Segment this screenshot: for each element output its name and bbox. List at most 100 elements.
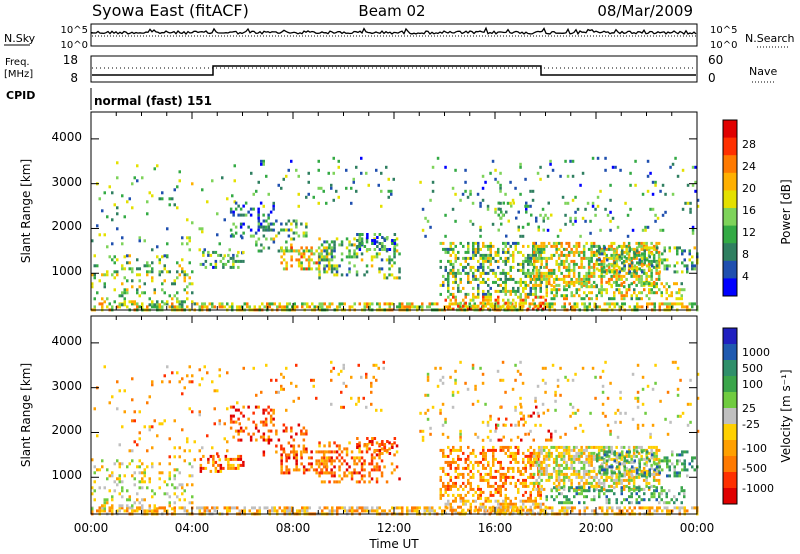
echo-cell <box>426 219 430 223</box>
echo-cell <box>204 259 208 263</box>
echo-cell <box>238 422 241 426</box>
echo-cell <box>242 222 245 226</box>
echo-cell <box>452 448 455 452</box>
echo-cell <box>232 213 235 217</box>
echo-cell <box>660 492 663 496</box>
echo-cell <box>131 449 134 453</box>
echo-cell <box>529 445 532 449</box>
echo-cell <box>323 450 326 454</box>
echo-cell <box>477 292 480 296</box>
echo-cell <box>252 411 255 415</box>
echo-cell <box>573 495 576 499</box>
echo-cell <box>388 273 391 277</box>
echo-cell <box>598 288 601 292</box>
echo-cell <box>648 288 651 292</box>
echo-cell <box>113 462 116 466</box>
echo-cell <box>555 259 558 263</box>
echo-cell <box>178 471 181 475</box>
echo-cell <box>287 456 291 460</box>
echo-cell <box>449 463 452 467</box>
echo-cell <box>178 273 181 277</box>
echo-cell <box>683 509 686 513</box>
echo-cell <box>161 422 164 426</box>
echo-cell <box>146 261 149 265</box>
echo-cell <box>366 305 369 309</box>
echo-cell <box>305 432 308 436</box>
echo-cell <box>121 267 124 271</box>
echo-cell <box>597 448 601 452</box>
echo-cell <box>686 450 689 454</box>
echo-cell <box>487 472 490 476</box>
echo-cell <box>191 495 194 499</box>
echo-cell <box>482 256 485 260</box>
echo-cell <box>321 305 324 309</box>
echo-cell <box>257 219 261 223</box>
echo-cell <box>464 295 467 299</box>
echo-cell <box>567 454 571 458</box>
echo-cell <box>168 474 171 478</box>
echo-cell <box>178 498 181 502</box>
echo-cell <box>131 504 134 508</box>
echo-cell <box>641 506 644 510</box>
echo-cell <box>615 274 618 278</box>
echo-cell <box>562 466 566 470</box>
echo-cell <box>472 448 475 452</box>
echo-cell <box>580 445 583 449</box>
echo-cell <box>342 381 345 385</box>
echo-cell <box>580 451 583 455</box>
echo-cell <box>325 252 329 256</box>
echo-cell <box>615 271 618 275</box>
echo-cell <box>207 460 210 464</box>
echo-cell <box>452 274 455 278</box>
echo-cell <box>592 262 596 266</box>
echo-cell <box>488 506 491 510</box>
echo-cell <box>163 509 166 513</box>
echo-cell <box>128 506 131 510</box>
echo-cell <box>462 244 465 248</box>
echo-cell <box>118 294 121 298</box>
echo-cell <box>479 271 482 275</box>
echo-cell <box>522 289 525 293</box>
echo-cell <box>585 277 588 281</box>
echo-cell <box>439 487 442 491</box>
echo-cell <box>473 302 476 306</box>
echo-cell <box>323 480 326 484</box>
echo-cell <box>550 435 553 439</box>
echo-cell <box>366 437 369 440</box>
echo-cell <box>91 285 94 289</box>
echo-cell <box>519 280 522 284</box>
echo-cell <box>577 241 581 245</box>
echo-cell <box>643 246 646 250</box>
echo-cell <box>652 457 656 461</box>
echo-cell <box>151 302 154 306</box>
echo-cell <box>161 305 164 309</box>
echo-cell <box>479 307 482 311</box>
echo-cell <box>509 499 512 503</box>
echo-cell <box>616 246 619 250</box>
echo-cell <box>502 286 505 290</box>
echo-cell <box>524 283 527 287</box>
echo-cell <box>477 304 480 308</box>
echo-cell <box>632 478 636 482</box>
echo-cell <box>657 481 661 485</box>
echo-cell <box>663 459 666 463</box>
echo-cell <box>479 505 482 509</box>
echo-cell <box>548 506 551 510</box>
echo-cell <box>550 271 553 275</box>
echo-cell <box>108 509 111 513</box>
echo-cell <box>598 489 601 493</box>
power-colorbar-swatches <box>723 120 737 297</box>
echo-cell <box>545 438 548 442</box>
echo-cell <box>654 180 657 184</box>
echo-cell <box>499 448 502 452</box>
echo-cell <box>555 484 558 488</box>
echo-cell <box>330 249 334 253</box>
echo-cell <box>457 487 460 491</box>
echo-cell <box>151 462 154 466</box>
echo-cell <box>492 454 495 458</box>
echo-cell <box>537 268 541 272</box>
echo-cell <box>322 189 325 193</box>
echo-cell <box>527 283 530 287</box>
echo-cell <box>565 448 568 452</box>
echo-cell <box>487 253 490 257</box>
